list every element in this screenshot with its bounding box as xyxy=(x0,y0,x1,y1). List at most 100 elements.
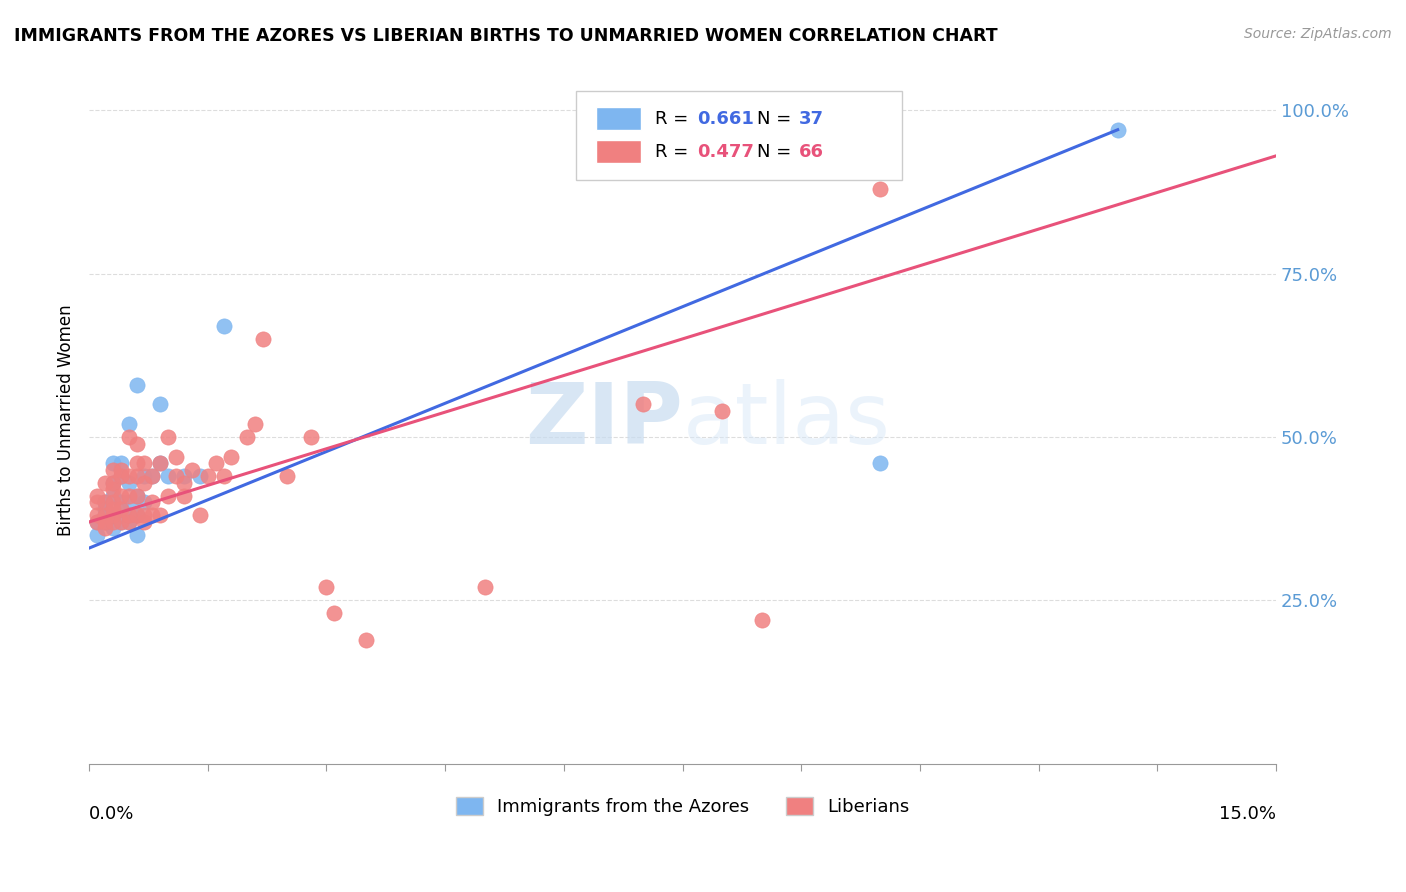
Point xyxy=(165,469,187,483)
Text: 0.0%: 0.0% xyxy=(89,805,135,823)
Text: R =: R = xyxy=(655,143,695,161)
Point xyxy=(134,508,156,523)
Point xyxy=(173,469,195,483)
Point xyxy=(94,495,117,509)
Point xyxy=(830,122,852,136)
Point xyxy=(101,463,124,477)
Point xyxy=(134,456,156,470)
Point xyxy=(197,469,219,483)
Point xyxy=(711,404,734,418)
Point xyxy=(117,515,139,529)
Point xyxy=(165,450,187,464)
Point xyxy=(141,495,163,509)
Point xyxy=(101,501,124,516)
Point xyxy=(86,515,108,529)
Text: N =: N = xyxy=(758,110,797,128)
Point xyxy=(94,515,117,529)
Point xyxy=(173,475,195,490)
Text: 66: 66 xyxy=(799,143,824,161)
Point xyxy=(188,469,211,483)
Point xyxy=(869,181,891,195)
Point xyxy=(221,450,243,464)
Point xyxy=(110,456,132,470)
Point xyxy=(125,456,148,470)
Point xyxy=(125,508,148,523)
Point xyxy=(101,483,124,497)
Point xyxy=(276,469,298,483)
Point xyxy=(101,489,124,503)
Point xyxy=(157,469,180,483)
Point xyxy=(134,495,156,509)
Point xyxy=(181,463,204,477)
Point xyxy=(110,495,132,509)
Point xyxy=(94,508,117,523)
Text: IMMIGRANTS FROM THE AZORES VS LIBERIAN BIRTHS TO UNMARRIED WOMEN CORRELATION CHA: IMMIGRANTS FROM THE AZORES VS LIBERIAN B… xyxy=(14,27,998,45)
Point xyxy=(86,508,108,523)
Point xyxy=(101,475,124,490)
Point xyxy=(751,613,773,627)
Point xyxy=(110,515,132,529)
Point xyxy=(149,456,172,470)
Point xyxy=(245,417,267,431)
Point xyxy=(474,580,496,594)
Text: 37: 37 xyxy=(799,110,824,128)
Text: N =: N = xyxy=(758,143,797,161)
Point xyxy=(125,528,148,542)
Text: R =: R = xyxy=(655,110,695,128)
Point xyxy=(117,495,139,509)
Point xyxy=(141,508,163,523)
Point xyxy=(94,475,117,490)
Point xyxy=(212,318,235,333)
FancyBboxPatch shape xyxy=(575,91,903,180)
Point xyxy=(101,456,124,470)
Point xyxy=(110,469,132,483)
Legend: Immigrants from the Azores, Liberians: Immigrants from the Azores, Liberians xyxy=(449,789,917,823)
Point xyxy=(117,508,139,523)
Point xyxy=(869,456,891,470)
Point xyxy=(94,501,117,516)
Point xyxy=(125,469,148,483)
Point xyxy=(212,469,235,483)
Point xyxy=(134,475,156,490)
Point xyxy=(157,489,180,503)
Point xyxy=(101,475,124,490)
Point xyxy=(86,528,108,542)
Point xyxy=(110,501,132,516)
Point xyxy=(117,475,139,490)
Point xyxy=(125,377,148,392)
Point xyxy=(157,430,180,444)
Point xyxy=(149,456,172,470)
Point xyxy=(117,417,139,431)
Point xyxy=(94,515,117,529)
Point xyxy=(141,469,163,483)
Point xyxy=(101,508,124,523)
Point xyxy=(149,397,172,411)
Point xyxy=(86,495,108,509)
Point xyxy=(101,495,124,509)
Point xyxy=(631,397,654,411)
Point xyxy=(173,489,195,503)
Point xyxy=(252,332,274,346)
Point xyxy=(117,430,139,444)
Point xyxy=(110,463,132,477)
Point xyxy=(236,430,259,444)
Point xyxy=(125,508,148,523)
Text: Source: ZipAtlas.com: Source: ZipAtlas.com xyxy=(1244,27,1392,41)
Point xyxy=(117,489,139,503)
Point xyxy=(188,508,211,523)
Point xyxy=(94,508,117,523)
Point xyxy=(1107,122,1129,136)
Point xyxy=(125,489,148,503)
Point xyxy=(94,495,117,509)
Point xyxy=(101,515,124,529)
Point xyxy=(354,632,377,647)
Point xyxy=(110,469,132,483)
Point xyxy=(86,489,108,503)
Text: ZIP: ZIP xyxy=(524,379,682,462)
Point xyxy=(86,515,108,529)
FancyBboxPatch shape xyxy=(596,140,641,163)
Point xyxy=(101,521,124,535)
Point xyxy=(134,469,156,483)
Point xyxy=(592,122,614,136)
Text: atlas: atlas xyxy=(682,379,890,462)
